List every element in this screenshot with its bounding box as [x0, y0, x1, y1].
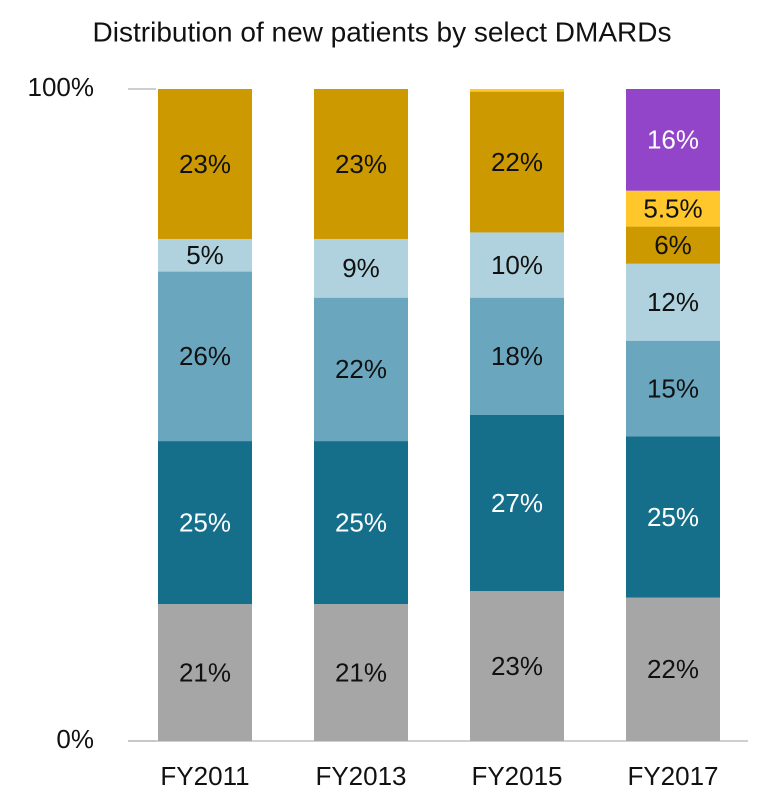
bar-segment [314, 238, 408, 298]
bar-segment [470, 91, 564, 233]
bar-segment [470, 591, 564, 741]
bar-segment [314, 604, 408, 741]
data-label: 21% [179, 657, 231, 687]
data-label: 9% [342, 253, 380, 283]
bar-segment [626, 340, 720, 437]
data-label: 25% [335, 507, 387, 537]
bar-segment [626, 226, 720, 264]
data-label: 12% [647, 287, 699, 317]
bar-segment [314, 89, 408, 239]
bar-segment [158, 238, 252, 272]
data-label: 23% [179, 149, 231, 179]
data-label: 15% [647, 373, 699, 403]
data-label: 21% [335, 657, 387, 687]
data-label: 22% [491, 147, 543, 177]
data-label: 25% [179, 507, 231, 537]
bar-segment [158, 271, 252, 442]
bar-segment [626, 190, 720, 227]
data-label: 22% [647, 654, 699, 684]
bar-segment [470, 415, 564, 592]
bar-segment [158, 89, 252, 239]
data-label: 6% [654, 230, 692, 260]
bar-segment [626, 436, 720, 598]
bar-segment [158, 441, 252, 605]
data-label: 22% [335, 354, 387, 384]
bar-segment [158, 604, 252, 741]
bar-segment [314, 297, 408, 442]
x-tick-label: FY2013 [315, 761, 406, 791]
data-label: 23% [335, 149, 387, 179]
bar-segment [470, 89, 564, 92]
y-tick-label: 0% [56, 724, 94, 754]
bar-segment [626, 263, 720, 341]
bar-segment [314, 441, 408, 605]
data-label: 16% [647, 125, 699, 155]
bar-segment [626, 597, 720, 741]
bar-segment [470, 232, 564, 298]
data-label: 10% [491, 250, 543, 280]
data-label: 18% [491, 341, 543, 371]
x-tick-label: FY2011 [160, 761, 249, 791]
data-label: 27% [491, 488, 543, 518]
data-label: 25% [647, 502, 699, 532]
y-tick-label: 100% [28, 72, 95, 102]
bar-segment [626, 89, 720, 191]
x-tick-label: FY2017 [627, 761, 718, 791]
x-tick-label: FY2015 [471, 761, 562, 791]
data-label: 5.5% [643, 194, 702, 224]
chart-title: Distribution of new patients by select D… [93, 16, 672, 47]
data-label: 5% [186, 240, 224, 270]
data-label: 23% [491, 651, 543, 681]
bar-segment [470, 297, 564, 415]
data-label: 26% [179, 341, 231, 371]
